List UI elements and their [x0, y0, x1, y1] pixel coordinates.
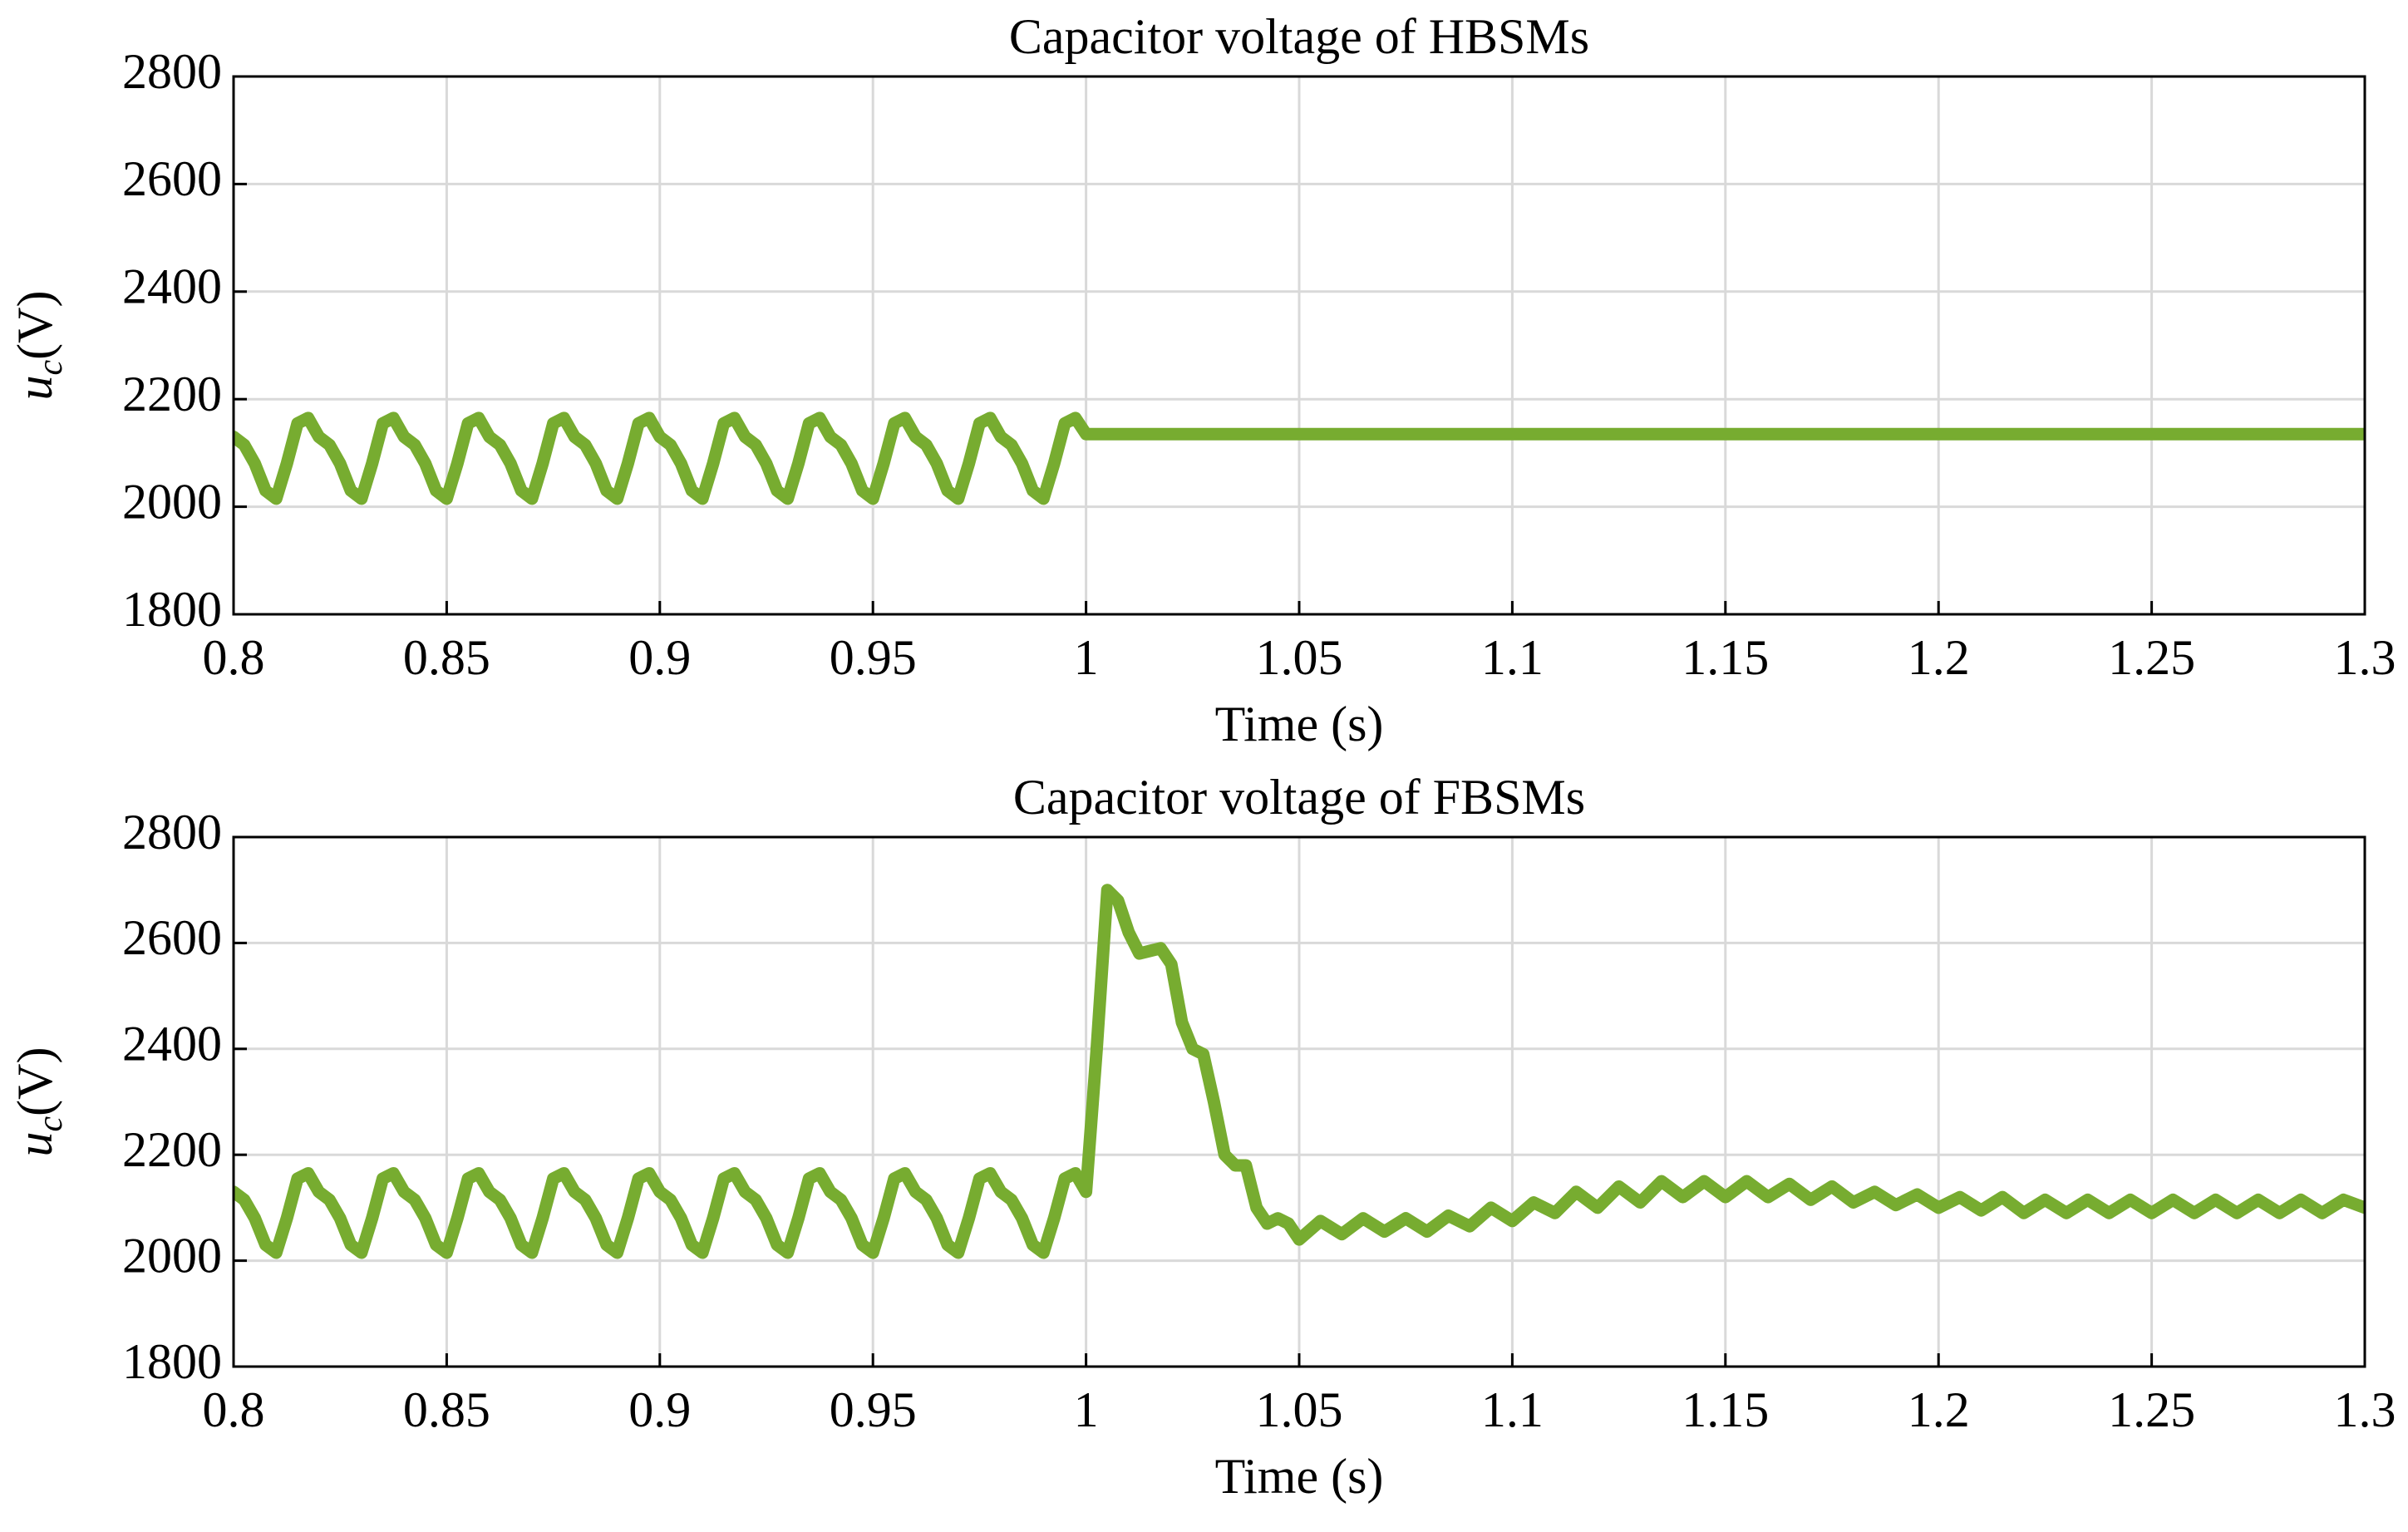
x-tick-label: 1.05: [1256, 1382, 1343, 1437]
y-label-symbol: u: [7, 1131, 62, 1156]
y-tick-label: 1800: [122, 1334, 222, 1389]
subplot: 0.8 0.85 0.9 0.95 1 1.05 1.1 1.15 1.2 1.25 1.3 1800…: [7, 770, 2396, 1504]
chart-title: Capacitor voltage of FBSMs: [1013, 770, 1585, 825]
x-tick-label: 1.1: [1481, 1382, 1544, 1437]
axes-frame: [232, 75, 2366, 616]
y-label-unit: (V): [7, 1047, 62, 1116]
series-group: [234, 884, 2365, 1259]
data-line: [234, 411, 2365, 505]
data-line: [234, 884, 2365, 1259]
y-tick-label: 2800: [122, 44, 222, 99]
y-tick-label: 1800: [122, 582, 222, 637]
x-axis-label: Time (s): [1215, 1449, 1384, 1504]
y-tick-label: 2600: [122, 910, 222, 965]
x-tick-label: 1.25: [2108, 1382, 2195, 1437]
x-tick-label: 1.2: [1908, 630, 1970, 685]
x-tick-label: 0.95: [830, 630, 917, 685]
y-label-subscript: c: [32, 359, 70, 375]
x-tick-label: 0.8: [203, 1382, 265, 1437]
axes-frame: [232, 835, 2366, 1368]
chart-title: Capacitor voltage of HBSMs: [1009, 9, 1589, 64]
x-tick-label: 1.1: [1481, 630, 1544, 685]
x-axis-label: Time (s): [1215, 697, 1384, 751]
x-tick-label: 1: [1074, 630, 1099, 685]
x-tick-label: 0.95: [830, 1382, 917, 1437]
series-group: [234, 411, 2365, 505]
y-tick-label: 2400: [122, 259, 222, 314]
y-label-symbol: u: [7, 375, 62, 400]
y-label-unit: (V): [7, 291, 62, 360]
x-tick-label: 1.15: [1682, 1382, 1769, 1437]
x-tick-label: 0.9: [628, 1382, 691, 1437]
x-tick-label: 1: [1074, 1382, 1099, 1437]
y-tick-label: 2000: [122, 474, 222, 529]
x-tick-label: 0.85: [403, 630, 490, 685]
y-tick-label: 2000: [122, 1228, 222, 1283]
x-tick-label: 1.3: [2334, 1382, 2396, 1437]
x-tick-label: 0.9: [628, 630, 691, 685]
x-tick-label: 1.05: [1256, 630, 1343, 685]
y-axis-label: uc(V): [7, 291, 70, 401]
y-axis-label: uc(V): [7, 1047, 70, 1157]
y-tick-label: 2200: [122, 367, 222, 421]
y-tick-label: 2800: [122, 805, 222, 860]
y-tick-label: 2200: [122, 1122, 222, 1177]
y-label-subscript: c: [32, 1116, 70, 1131]
subplot: 0.8 0.85 0.9 0.95 1 1.05 1.1 1.15 1.2 1.25 1.3 1800…: [7, 9, 2396, 751]
x-tick-label: 0.8: [203, 630, 265, 685]
x-tick-label: 0.85: [403, 1382, 490, 1437]
y-tick-label: 2400: [122, 1017, 222, 1071]
y-tick-label: 2600: [122, 151, 222, 206]
x-tick-label: 1.2: [1908, 1382, 1970, 1437]
x-tick-label: 1.15: [1682, 630, 1769, 685]
x-tick-label: 1.3: [2334, 630, 2396, 685]
x-tick-label: 1.25: [2108, 630, 2195, 685]
